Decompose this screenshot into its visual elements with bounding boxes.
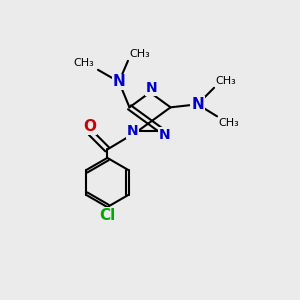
- Text: N: N: [112, 74, 125, 89]
- Text: N: N: [158, 128, 170, 142]
- Text: O: O: [83, 119, 96, 134]
- Text: CH₃: CH₃: [130, 49, 150, 59]
- Text: CH₃: CH₃: [218, 118, 239, 128]
- Text: CH₃: CH₃: [215, 76, 236, 86]
- Text: Cl: Cl: [99, 208, 116, 223]
- Text: N: N: [191, 97, 204, 112]
- Text: N: N: [127, 124, 139, 139]
- Text: CH₃: CH₃: [74, 58, 94, 68]
- Text: N: N: [146, 81, 157, 95]
